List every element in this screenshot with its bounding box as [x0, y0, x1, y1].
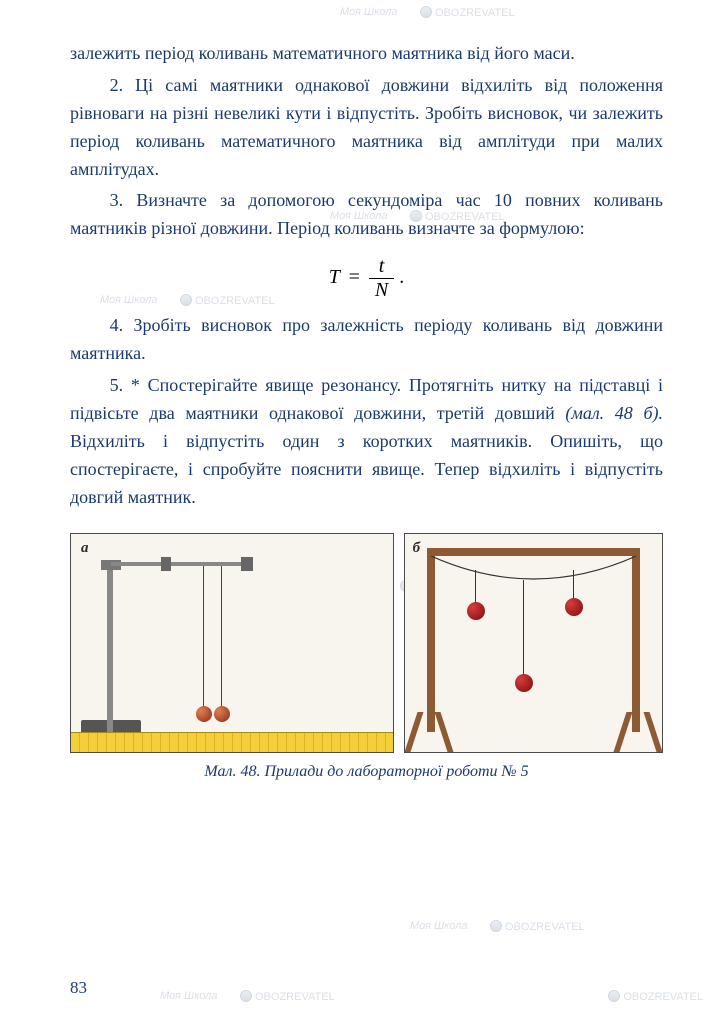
formula-tail: . [399, 266, 404, 288]
paragraph-2: 2. Ці самі маятники однакової довжини ві… [70, 72, 663, 184]
frame-top [427, 548, 640, 556]
figure-a-label: а [81, 540, 89, 557]
formula-lhs: T [329, 266, 340, 288]
pendulum-string-b2-long [523, 580, 524, 676]
pendulum-ball-b2 [515, 674, 533, 692]
p5-figure-ref: (мал. 48 б). [565, 403, 663, 423]
paragraph-3: 3. Визначте за допомогою секундоміра час… [70, 187, 663, 243]
arm-knob [161, 557, 171, 571]
watermark-oboz: OBOZREVATEL [240, 990, 335, 1003]
formula-denominator: N [369, 279, 394, 302]
formula-fraction: t N [369, 255, 394, 302]
frame-leg [434, 712, 453, 752]
horizontal-arm [111, 562, 251, 566]
pendulum-ball-b3 [565, 598, 583, 616]
pendulum-ball-1 [196, 706, 212, 722]
formula-period: T = t N . [70, 255, 663, 302]
pendulum-string-1 [203, 566, 204, 708]
pendulum-string-b3 [573, 570, 574, 600]
paragraph-4: 4. Зробіть висновок про залежність періо… [70, 312, 663, 368]
watermark-oboz: OBOZREVATEL [608, 990, 703, 1003]
pendulum-ball-2 [214, 706, 230, 722]
pendulum-string-2 [221, 566, 222, 708]
figure-caption: Мал. 48. Прилади до лабораторної роботи … [70, 763, 663, 781]
frame-leg [614, 712, 633, 752]
watermark-oboz: OBOZREVATEL [490, 920, 585, 933]
page-number: 83 [70, 978, 87, 998]
watermark-myschool: Моя Школа [160, 990, 218, 1002]
figure-48-b: б [404, 533, 663, 753]
paragraph-5: 5. * Спостерігайте явище резонансу. Прот… [70, 372, 663, 511]
figure-b-label: б [413, 540, 421, 557]
figure-48: а б [70, 533, 663, 753]
formula-numerator: t [369, 255, 394, 279]
paragraph-1: залежить період коливань математичного м… [70, 40, 663, 68]
figure-48-a: а [70, 533, 394, 753]
pendulum-ball-b1 [467, 602, 485, 620]
frame-leg [404, 712, 423, 752]
arm-end-knob [241, 557, 253, 571]
watermark-myschool: Моя Школа [410, 920, 468, 932]
stand-rod [107, 562, 113, 732]
formula-eq: = [349, 266, 360, 288]
suspension-wire [431, 556, 636, 596]
p5-part-b: Відхиліть і відпустіть один з коротких м… [70, 431, 663, 507]
ruler [71, 732, 393, 752]
frame-leg [644, 712, 663, 752]
pendulum-string-b1 [475, 570, 476, 604]
page-content: залежить період коливань математичного м… [0, 0, 723, 811]
